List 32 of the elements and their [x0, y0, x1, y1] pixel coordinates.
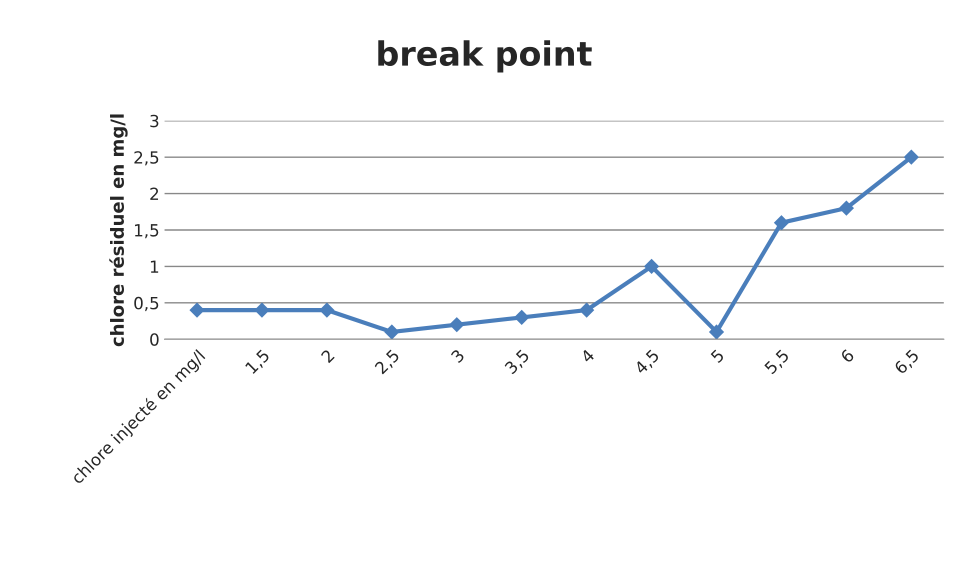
- y-tick-label: 3: [150, 114, 158, 128]
- y-tick-label: 1,5: [135, 224, 158, 238]
- x-tick-label: 5,5: [764, 348, 791, 376]
- x-tick-label: 5: [710, 348, 725, 364]
- x-tick-label: 3,5: [504, 348, 532, 376]
- y-tick-label: 0: [150, 333, 159, 346]
- x-tick-label: 4,5: [634, 348, 661, 376]
- x-tick-label: 2: [320, 348, 335, 364]
- x-tick-label: 6: [840, 348, 855, 364]
- point: [384, 324, 400, 340]
- y-tick-label: 2: [150, 188, 158, 200]
- point: [254, 302, 270, 318]
- x-tick-label: 1,5: [244, 348, 272, 376]
- y-tick-label: 1: [150, 260, 158, 273]
- point: [514, 310, 530, 325]
- x-tick-label: 6,5: [894, 348, 921, 376]
- x-tick-label: 3: [450, 348, 465, 364]
- x-tick-label: 4: [580, 348, 595, 364]
- x-tick-label: 2,5: [374, 348, 402, 376]
- point: [904, 150, 919, 165]
- point: [449, 317, 464, 332]
- y-tick-label: 2,5: [134, 151, 158, 166]
- point: [644, 259, 659, 274]
- point: [320, 302, 334, 318]
- point: [579, 302, 594, 318]
- chart-title: break point: [378, 40, 592, 73]
- point: [774, 215, 789, 230]
- y-tick-label: 0,5: [134, 296, 158, 312]
- y-axis-title: chlore résiduel en mg/l: [109, 114, 128, 346]
- point: [839, 200, 854, 216]
- point: [709, 324, 724, 340]
- point: [190, 302, 204, 318]
